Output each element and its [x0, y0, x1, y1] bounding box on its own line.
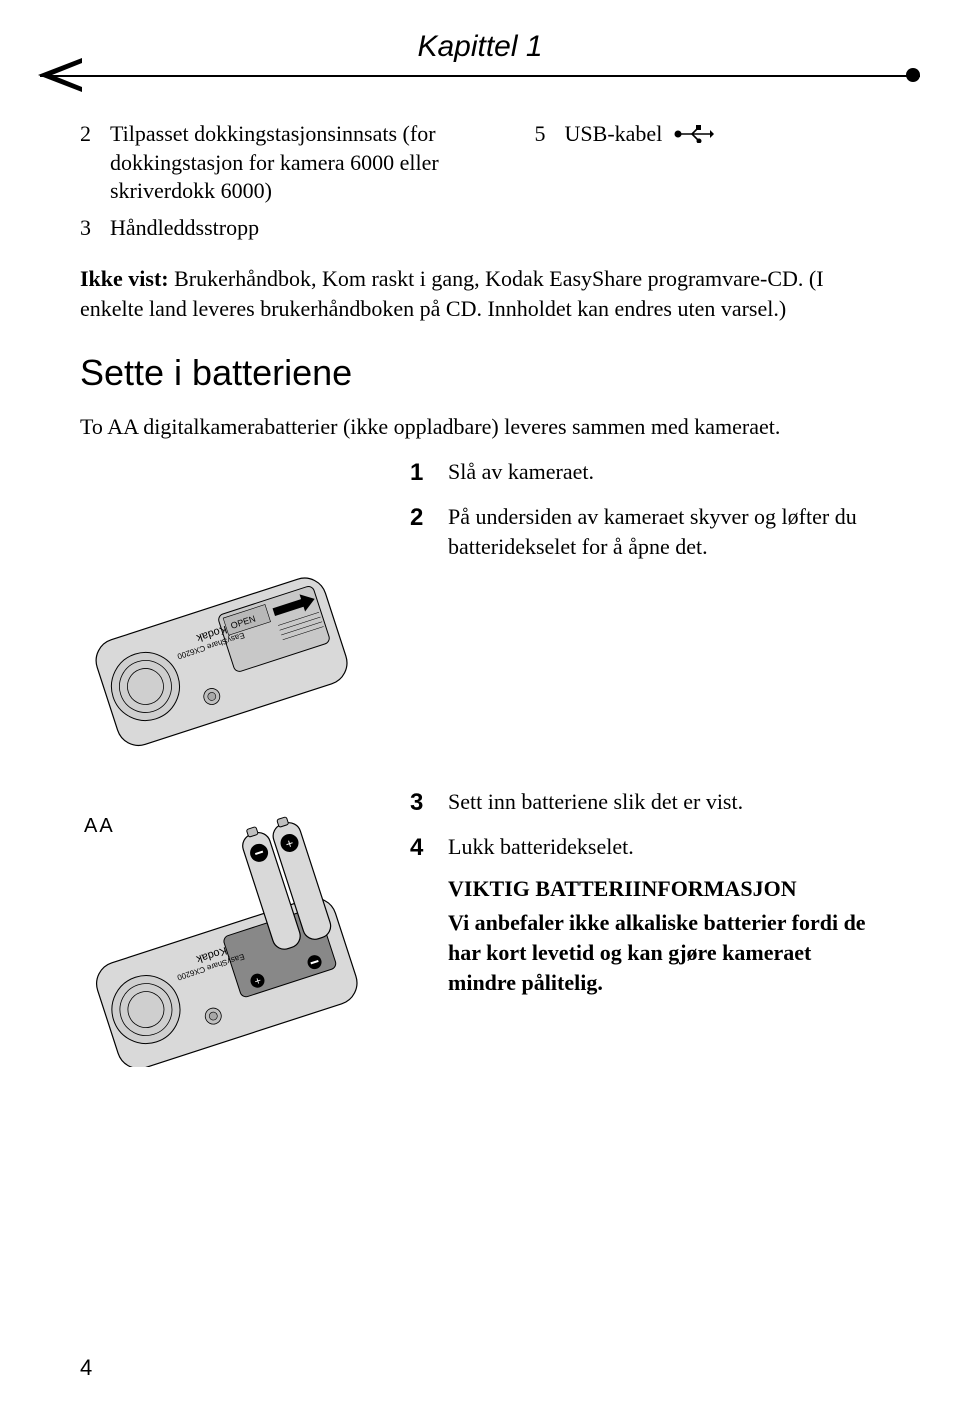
list-text: Tilpasset dokkingstasjonsinnsats (for do…	[110, 120, 495, 206]
steps-1-2: 1 Slå av kameraet. 2 På undersiden av ka…	[410, 457, 880, 573]
list-item: 3 Håndleddsstropp	[80, 214, 495, 243]
step-number: 1	[410, 457, 432, 489]
parts-columns: 2 Tilpasset dokkingstasjonsinnsats (for …	[80, 120, 880, 250]
camera-battery-illustration: AA +	[80, 787, 390, 1067]
not-shown-text: Brukerhåndbok, Kom raskt i gang, Kodak E…	[80, 266, 824, 321]
step-block-2: AA +	[80, 787, 880, 1067]
section-intro: To AA digitalkamerabatterier (ikke oppla…	[80, 412, 880, 442]
step-text: Slå av kameraet.	[448, 457, 880, 489]
step-item: 1 Slå av kameraet.	[410, 457, 880, 489]
list-text: USB-kabel	[565, 120, 880, 150]
list-item: 2 Tilpasset dokkingstasjonsinnsats (for …	[80, 120, 495, 206]
step-item: 4 Lukk batteridekselet.	[410, 832, 880, 864]
list-number: 2	[80, 120, 98, 206]
step-item: 2 På undersiden av kameraet skyver og lø…	[410, 502, 880, 561]
step-block-1: OPEN Kodak EasyShare CX6200 1 Slå av kam…	[80, 457, 880, 747]
parts-left-col: 2 Tilpasset dokkingstasjonsinnsats (for …	[80, 120, 495, 250]
chapter-divider	[40, 75, 920, 77]
page-number: 4	[80, 1355, 92, 1381]
chapter-header: Kapittel 1	[80, 30, 880, 90]
important-text: Vi anbefaler ikke alkaliske batterier fo…	[448, 908, 880, 997]
usb-label: USB-kabel	[565, 121, 663, 146]
list-item: 5 USB-kabel	[535, 120, 880, 150]
step-text: Sett inn batteriene slik det er vist.	[448, 787, 880, 819]
parts-right-col: 5 USB-kabel	[535, 120, 880, 250]
list-text: Håndleddsstropp	[110, 214, 495, 243]
step-item: 3 Sett inn batteriene slik det er vist.	[410, 787, 880, 819]
step-number: 3	[410, 787, 432, 819]
usb-icon	[674, 122, 714, 151]
step-number: 2	[410, 502, 432, 561]
not-shown-label: Ikke vist:	[80, 266, 169, 291]
not-shown-paragraph: Ikke vist: Brukerhåndbok, Kom raskt i ga…	[80, 264, 880, 323]
step-text: På undersiden av kameraet skyver og løft…	[448, 502, 880, 561]
camera-bottom-illustration: OPEN Kodak EasyShare CX6200	[80, 527, 390, 747]
important-block: VIKTIG BATTERIINFORMASJON Vi anbefaler i…	[448, 876, 880, 997]
section-title: Sette i batteriene	[80, 352, 880, 394]
aa-label: AA	[84, 815, 115, 838]
chapter-dot-icon	[906, 68, 920, 82]
chapter-title: Kapittel 1	[417, 30, 542, 64]
list-number: 3	[80, 214, 98, 243]
list-number: 5	[535, 120, 553, 150]
important-title: VIKTIG BATTERIINFORMASJON	[448, 876, 880, 902]
steps-3-4-important: 3 Sett inn batteriene slik det er vist. …	[410, 787, 880, 997]
step-number: 4	[410, 832, 432, 864]
step-text: Lukk batteridekselet.	[448, 832, 880, 864]
